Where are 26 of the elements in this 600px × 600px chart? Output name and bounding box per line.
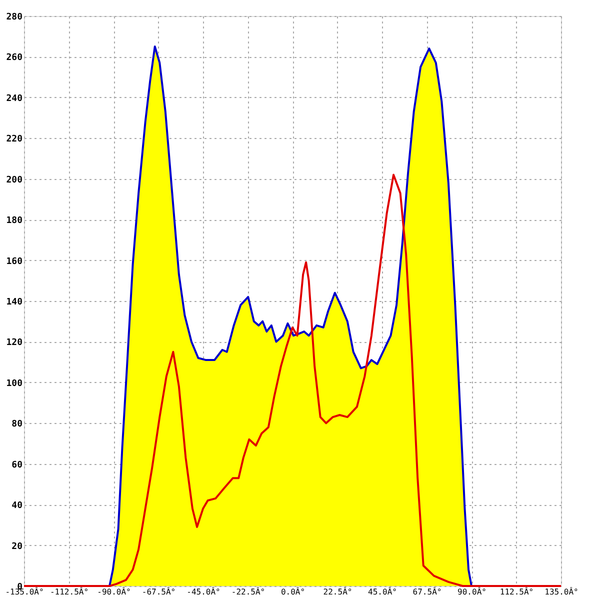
y-tick-label: 240 <box>6 94 22 104</box>
y-tick-label: 180 <box>6 216 22 226</box>
y-tick-label: 140 <box>6 298 22 308</box>
y-tick-label: 280 <box>6 12 22 22</box>
x-tick-label: -112.5Â° <box>50 586 89 596</box>
y-tick-label: 200 <box>6 175 22 186</box>
y-tick-label: 60 <box>12 460 22 470</box>
y-tick-label: 160 <box>6 256 22 267</box>
y-tick-label: 100 <box>6 378 22 389</box>
x-tick-label: 0.0Â° <box>280 586 306 596</box>
y-tick-label: 80 <box>12 420 22 430</box>
x-tick-label: 22.5Â° <box>323 586 352 596</box>
y-tick-label: 40 <box>12 501 22 512</box>
x-tick-label: 45.0Â° <box>368 586 397 596</box>
x-tick-label: 90.0Â° <box>458 586 486 596</box>
x-tick-label: 135.0Â° <box>544 586 578 596</box>
x-tick-label: 67.5Â° <box>412 586 442 596</box>
x-tick-label: 112.5Â° <box>500 586 534 596</box>
x-tick-label: -67.5Â° <box>142 586 176 596</box>
y-tick-label: 120 <box>6 338 22 348</box>
y-tick-label: 20 <box>12 542 22 552</box>
x-tick-label: -90.0Â° <box>97 586 131 596</box>
x-tick-label: -45.0Â° <box>186 586 220 596</box>
y-tick-label: 220 <box>6 134 22 145</box>
y-tick-label: 260 <box>6 53 22 64</box>
x-tick-label: -22.5Â° <box>231 586 266 596</box>
